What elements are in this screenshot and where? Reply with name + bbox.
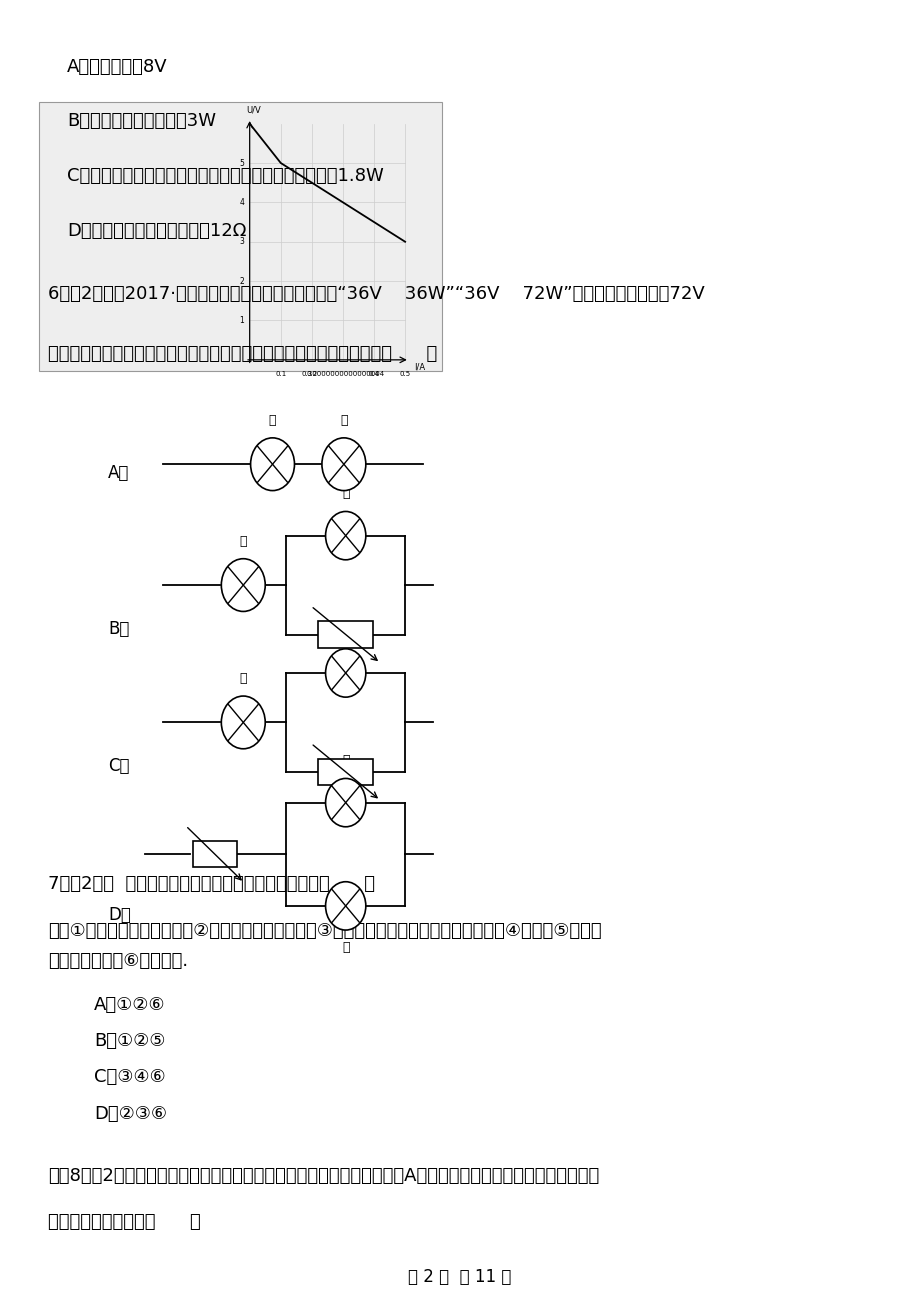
Text: 2: 2 bbox=[239, 276, 244, 285]
Text: A．电源电压为8V: A．电源电压为8V bbox=[67, 57, 167, 76]
Text: D．滑动变阔器的最大阔値为12Ω: D．滑动变阔器的最大阔値为12Ω bbox=[67, 223, 246, 241]
Text: U/V: U/V bbox=[245, 105, 260, 115]
Text: D．: D． bbox=[108, 906, 130, 923]
Text: B．: B． bbox=[108, 620, 130, 638]
Circle shape bbox=[325, 779, 366, 827]
Text: 6．（2分）（2017·池州模拟）甲乙两个灯炮分别标有“36V    36W”“36V    72W”的字样，把它们接在72V: 6．（2分）（2017·池州模拟）甲乙两个灯炮分别标有“36V 36W”“36V… bbox=[49, 285, 705, 303]
Circle shape bbox=[325, 881, 366, 930]
Text: 甲: 甲 bbox=[342, 487, 349, 500]
Text: 0.30000000000000004: 0.30000000000000004 bbox=[301, 371, 384, 376]
Text: 乙: 乙 bbox=[239, 535, 247, 548]
Text: 乙: 乙 bbox=[342, 625, 349, 638]
Circle shape bbox=[325, 648, 366, 697]
Text: I/A: I/A bbox=[414, 362, 425, 371]
Text: B．小灯泡的额定功率为3W: B．小灯泡的额定功率为3W bbox=[67, 112, 216, 130]
Text: 5: 5 bbox=[239, 159, 244, 168]
Text: 第 2 页  共 11 页: 第 2 页 共 11 页 bbox=[408, 1268, 511, 1286]
Text: D．②③⑥: D．②③⑥ bbox=[94, 1104, 167, 1122]
Text: C．当滑动变阔器滑片滑到中点时，小灯泡的实际功率为1.8W: C．当滑动变阔器滑片滑到中点时，小灯泡的实际功率为1.8W bbox=[67, 168, 383, 185]
Text: A．: A． bbox=[108, 464, 130, 482]
Bar bbox=[318, 759, 373, 785]
Text: 3: 3 bbox=[239, 237, 244, 246]
Circle shape bbox=[322, 437, 366, 491]
Text: 乙: 乙 bbox=[340, 414, 347, 427]
Circle shape bbox=[250, 437, 294, 491]
Text: 甲: 甲 bbox=[239, 672, 247, 685]
Text: 甲: 甲 bbox=[268, 414, 276, 427]
Text: 0.1: 0.1 bbox=[275, 371, 286, 376]
Text: C．③④⑥: C．③④⑥ bbox=[94, 1068, 165, 1086]
Text: 7．（2分）  下列现象或装置，利用了电流热效应的是（      ）: 7．（2分） 下列现象或装置，利用了电流热效应的是（ ） bbox=[49, 875, 375, 893]
Text: A．①②⑥: A．①②⑥ bbox=[94, 996, 165, 1014]
Text: B．①②⑤: B．①②⑤ bbox=[94, 1032, 165, 1049]
Text: ①电视机后盖有许多小孔②电动机外壳上装散热片③长期不用的电视机隔段时间通电一次④白炍灯⑤电脑机: ①电视机后盖有许多小孔②电动机外壳上装散热片③长期不用的电视机隔段时间通电一次④… bbox=[49, 922, 601, 940]
Text: 8．（2分）四个悬挂着的轻质泡漴小球，相互作用的情况如图所示，A球与丝绸摸擦过的玻璃棒相互吸引，那: 8．（2分）四个悬挂着的轻质泡漴小球，相互作用的情况如图所示，A球与丝绸摸擦过的… bbox=[49, 1167, 599, 1185]
Bar bbox=[40, 102, 441, 371]
Text: 的电路中，为了使两个灯泡都正常发光且消耗电功率最小的连接方式是（      ）: 的电路中，为了使两个灯泡都正常发光且消耗电功率最小的连接方式是（ ） bbox=[49, 345, 437, 363]
Text: 0.5: 0.5 bbox=[399, 371, 410, 376]
Circle shape bbox=[221, 697, 265, 749]
Text: C．: C． bbox=[108, 758, 130, 776]
Text: 甲: 甲 bbox=[342, 754, 349, 767]
Text: 0.4: 0.4 bbox=[369, 371, 380, 376]
Text: 1: 1 bbox=[239, 316, 244, 326]
Text: 么下列说法正确的是（      ）: 么下列说法正确的是（ ） bbox=[49, 1213, 201, 1232]
Text: 0.2: 0.2 bbox=[306, 371, 317, 376]
Circle shape bbox=[325, 512, 366, 560]
Text: 乙: 乙 bbox=[342, 941, 349, 954]
Text: 4: 4 bbox=[239, 198, 244, 207]
Bar bbox=[318, 621, 373, 647]
Bar bbox=[193, 841, 236, 867]
Circle shape bbox=[221, 559, 265, 612]
Text: 笱里装有小风扇⑥电暖手宝.: 笱里装有小风扇⑥电暖手宝. bbox=[49, 952, 188, 970]
